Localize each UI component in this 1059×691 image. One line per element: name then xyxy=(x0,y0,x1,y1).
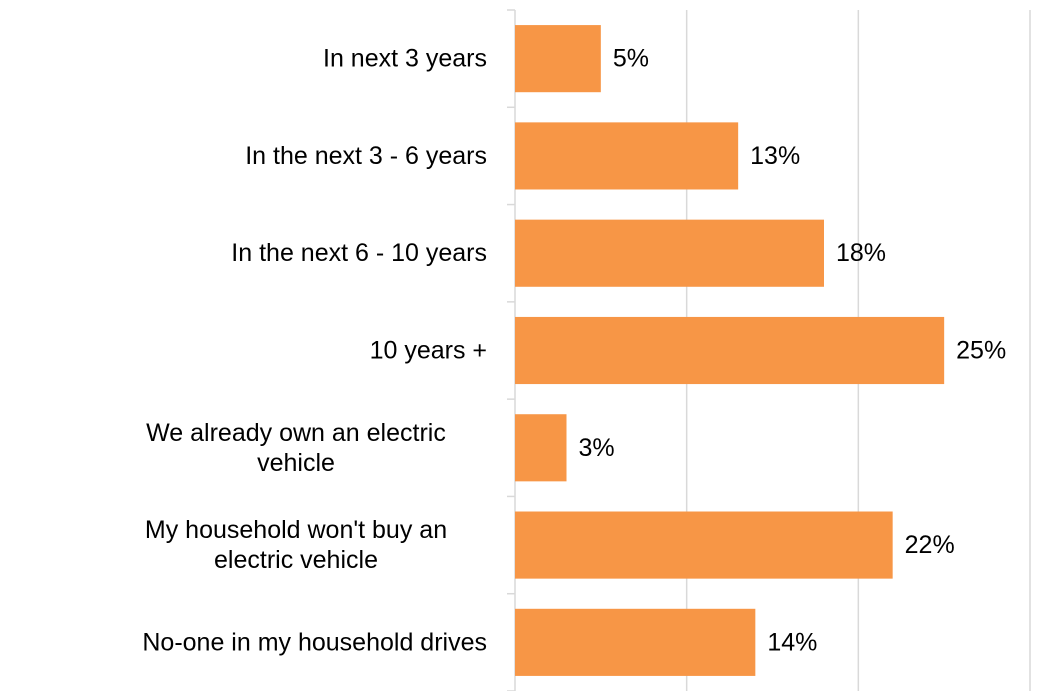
category-labels: In next 3 years In the next 3 - 6 years In… xyxy=(142,45,487,657)
value-label: 22% xyxy=(905,531,955,559)
category-label: No-one in my household drives xyxy=(142,628,487,656)
category-label: In next 3 years xyxy=(323,45,487,73)
value-labels: 5% 13% 18% 25% 3% 22% 14% xyxy=(579,45,1007,657)
bar xyxy=(515,25,601,93)
category-label: My household won't buy an xyxy=(145,516,447,544)
category-label: We already own an electric xyxy=(146,419,446,447)
value-label: 13% xyxy=(750,142,800,170)
value-label: 25% xyxy=(956,337,1006,365)
category-label: In the next 3 - 6 years xyxy=(245,142,487,170)
bar xyxy=(515,219,824,287)
bar xyxy=(515,414,567,482)
category-axis xyxy=(507,9,516,691)
category-label: electric vehicle xyxy=(214,546,378,574)
bar xyxy=(515,316,945,385)
category-label: 10 years + xyxy=(370,337,487,365)
value-label: 5% xyxy=(613,45,649,73)
value-label: 14% xyxy=(767,628,817,656)
value-label: 18% xyxy=(836,239,886,267)
bar xyxy=(515,122,739,190)
category-label: In the next 6 - 10 years xyxy=(231,239,487,267)
bar xyxy=(515,608,756,676)
value-label: 3% xyxy=(579,434,615,462)
category-label: vehicle xyxy=(257,449,335,477)
bars xyxy=(515,25,945,676)
bar xyxy=(515,511,893,579)
